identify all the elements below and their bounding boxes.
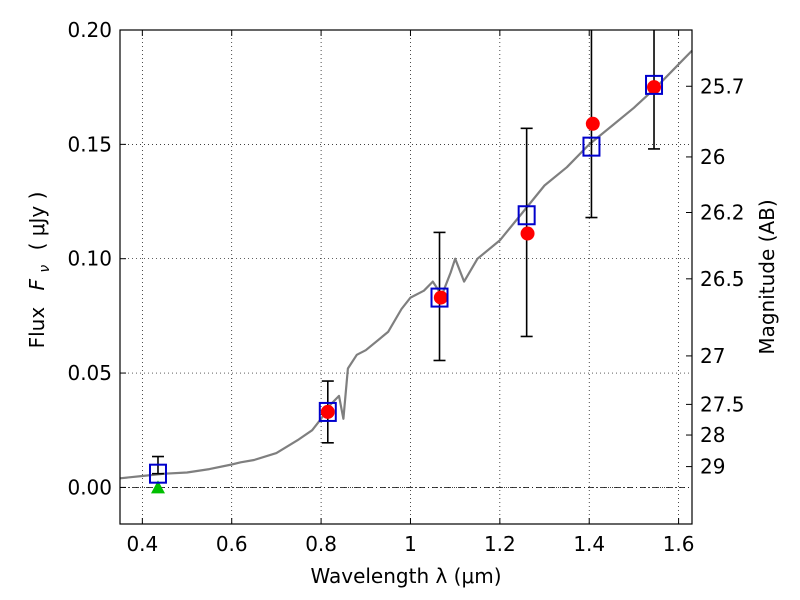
magnitude-tick-label: 26.5 (700, 267, 745, 291)
plot-area (119, 30, 693, 494)
right-axis-title: Magnitude (AB) (755, 199, 779, 354)
upper-limit-marker (150, 480, 165, 494)
y-axis-title-symbol: F (25, 278, 49, 290)
observed-point (520, 226, 535, 241)
magnitude-tick-label: 27 (700, 344, 725, 368)
observed-point (320, 404, 335, 419)
y-tick-label: 0.15 (67, 132, 112, 156)
x-tick-label: 0.8 (305, 532, 337, 556)
y-tick-label: 0.20 (67, 18, 112, 42)
model-point (645, 74, 664, 95)
x-tick-label: 0.6 (216, 532, 248, 556)
magnitude-tick-label: 29 (700, 455, 725, 479)
magnitude-tick-label: 26 (700, 145, 725, 169)
model-point (318, 401, 337, 422)
x-tick-label: 1.2 (484, 532, 516, 556)
sed-curve (119, 49, 693, 480)
magnitude-tick-label: 26.2 (700, 201, 745, 225)
magnitude-tick-label: 27.5 (700, 392, 745, 416)
x-tick-label: 1.4 (573, 532, 605, 556)
y-axis-title: Flux F ν ( μJy ) (25, 192, 54, 349)
observed-point (433, 290, 448, 305)
y-axis-title-subscript: ν (37, 265, 53, 273)
y-axis-title-main: Flux (25, 307, 49, 349)
model-point (517, 205, 536, 226)
observed-point (585, 116, 600, 131)
model-point (430, 287, 449, 308)
x-axis-title: Wavelength λ (μm) (310, 564, 501, 588)
model-point (148, 463, 167, 484)
x-tick-label: 1.6 (663, 532, 695, 556)
magnitude-tick-label: 25.7 (700, 74, 745, 98)
axis-ticks: 0.4 0.6 0.8 1 1.2 1.4 1.6 0.00 0.05 0.10 0.15 0.20 2… (67, 18, 744, 556)
y-tick-label: 0.05 (67, 361, 112, 385)
x-tick-label: 1 (404, 532, 417, 556)
y-tick-label: 0.10 (67, 247, 112, 271)
y-tick-label: 0.00 (67, 475, 112, 499)
magnitude-tick-label: 28 (700, 423, 725, 447)
x-tick-label: 0.4 (126, 532, 158, 556)
plot-frame (119, 29, 693, 525)
y-axis-title-unit: ( μJy ) (25, 192, 49, 251)
observed-point (647, 80, 662, 95)
model-point (582, 136, 601, 157)
